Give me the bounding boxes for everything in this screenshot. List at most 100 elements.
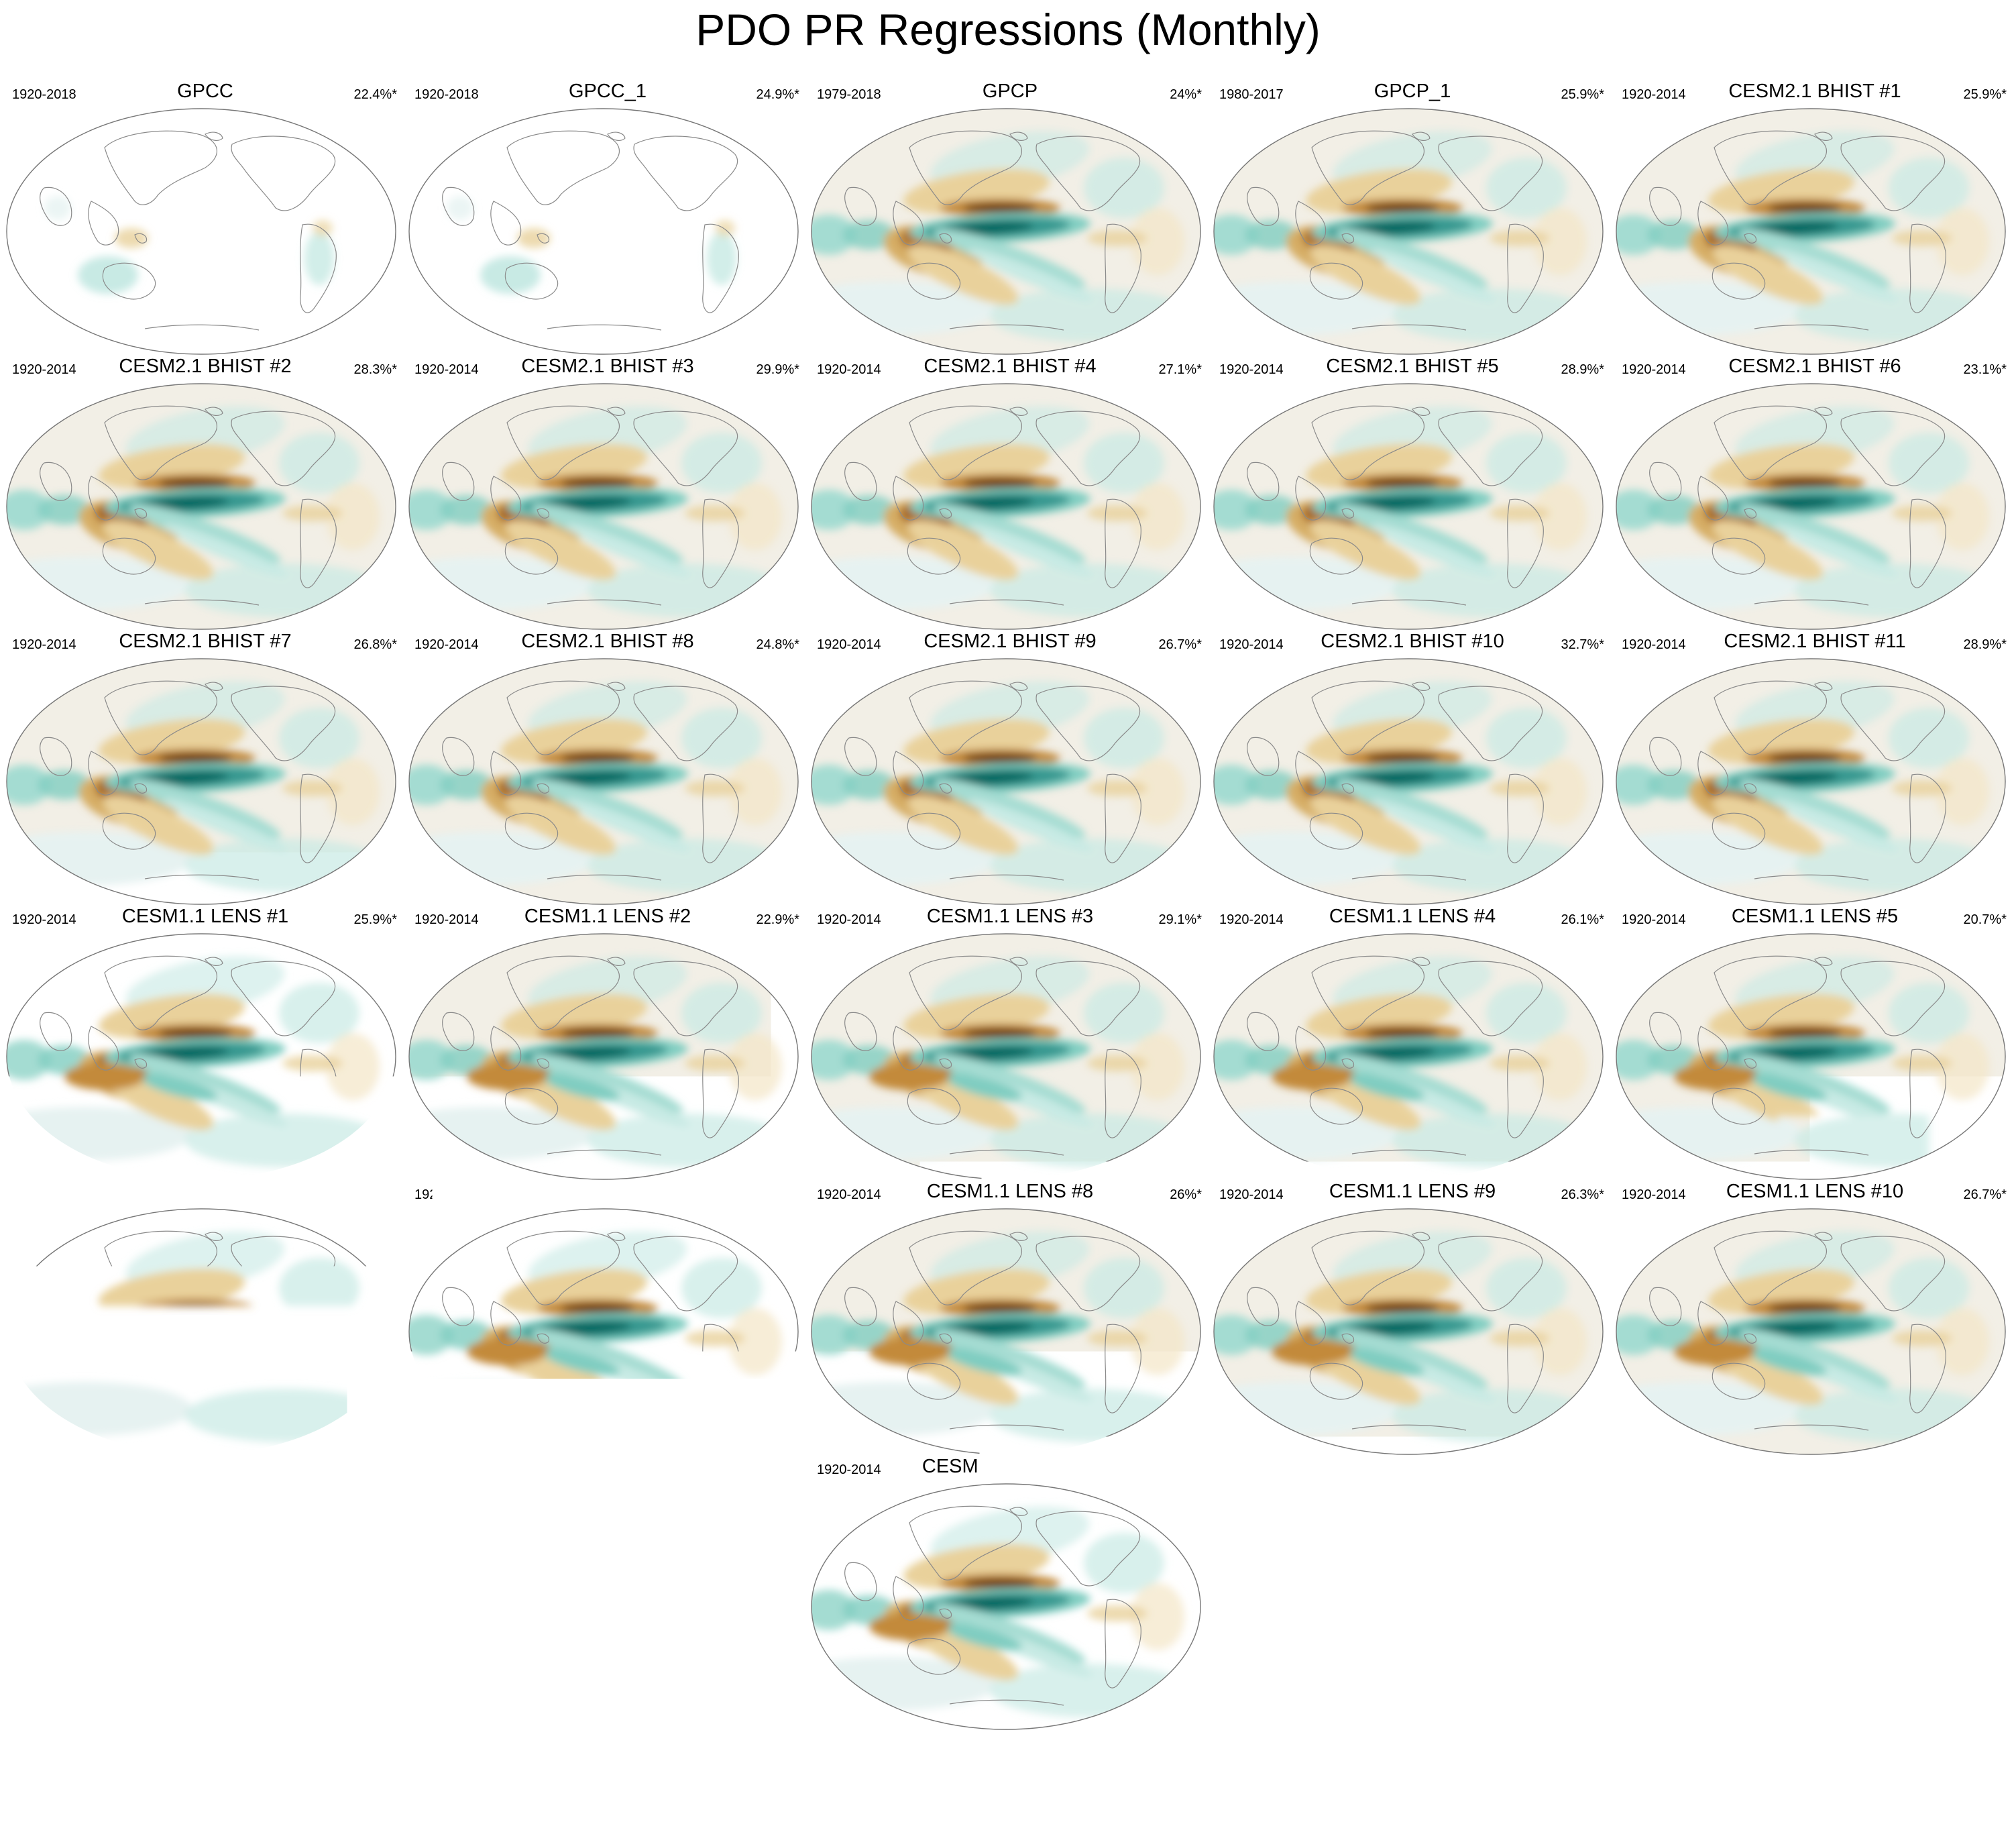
panel-years: 1979-2018 <box>817 87 881 103</box>
anomaly-blob <box>1795 288 1996 342</box>
anomaly-blob <box>963 753 1037 763</box>
regression-map <box>809 382 1203 631</box>
anomaly-blob <box>963 203 1037 213</box>
map-panel: GPCP 1979-2018 24%* <box>809 81 1211 356</box>
panel-variance-percent: 22.9%* <box>757 912 800 928</box>
anomaly-blob <box>561 1028 634 1038</box>
panel-years: 1920-2014 <box>1622 362 1686 378</box>
panel-years: 1920-2018 <box>12 87 76 103</box>
colorbar-swatch <box>1154 1754 1212 1784</box>
anomaly-blob <box>1392 288 1593 342</box>
colorbar-swatch <box>1211 1754 1270 1784</box>
regression-map <box>406 657 801 906</box>
anomaly-blob <box>587 564 789 617</box>
panel-years: 1920-2014 <box>1622 1187 1686 1203</box>
anomaly-blob <box>1365 203 1439 213</box>
anomaly-blob <box>561 753 634 763</box>
panel-variance-percent: 22.4%* <box>354 87 398 103</box>
panel-years: 1920-2014 <box>414 637 479 653</box>
panel-variance-percent: 23.5%* <box>1159 1462 1202 1478</box>
anomaly-blob <box>1768 203 1842 213</box>
regression-map <box>809 107 1203 356</box>
map-background <box>409 109 798 354</box>
anomaly-blob <box>990 1389 1191 1442</box>
map-panel: CESM1.1 LENS #1 1920-2014 25.9%* <box>4 906 406 1181</box>
panel-years: 1920-2014 <box>817 637 881 653</box>
colorbar-swatch <box>922 1754 981 1784</box>
map-panel: CESM2.1 BHIST #3 1920-2014 29.9%* <box>406 356 809 631</box>
anomaly-blob <box>1768 478 1842 488</box>
panel-variance-percent: 26%* <box>1170 1187 1202 1203</box>
anomaly-blob <box>963 1578 1037 1589</box>
regression-map <box>1614 932 2008 1181</box>
colorbar-swatch <box>1269 1754 1327 1784</box>
panel-years: 1920-2014 <box>12 912 76 928</box>
map-background <box>7 109 396 354</box>
map-panel: CESM2.1 BHIST #2 1920-2014 28.3%* <box>4 356 406 631</box>
anomaly-blob <box>1365 1303 1439 1313</box>
colorbar-swatch <box>1095 1754 1154 1784</box>
colorbar-swatch <box>1443 1754 1501 1784</box>
panel-variance-percent: 26.8%* <box>354 637 398 653</box>
colorbar-tick-label: 0.25 <box>1064 1787 1127 1824</box>
panel-variance-percent: 28.9%* <box>1964 637 2007 653</box>
anomaly-blob <box>869 1063 950 1090</box>
colorbar-tick-label: 0.75 <box>1180 1787 1242 1824</box>
regression-map <box>809 1483 1203 1731</box>
anomaly-blob <box>1392 1389 1593 1442</box>
panel-variance-percent: 26.7%* <box>1159 637 1202 653</box>
anomaly-blob <box>447 196 473 220</box>
anomaly-blob <box>963 478 1037 488</box>
colorbar-swatch <box>864 1754 922 1784</box>
map-panel: CESM1.1 LENS #9 1920-2014 26.3%* <box>1211 1181 1614 1456</box>
regression-map <box>4 1208 398 1456</box>
panel-years: 1920-2014 <box>1219 637 1284 653</box>
anomaly-blob <box>1365 478 1439 488</box>
anomaly-blob <box>1272 1338 1352 1365</box>
panel-years: 1920-2014 <box>1622 912 1686 928</box>
anomaly-blob <box>185 1389 386 1442</box>
regression-map <box>4 382 398 631</box>
map-panel: CESM2.1 BHIST #10 1920-2014 32.7%* <box>1211 631 1614 906</box>
map-panel: CESM1.1 LENS #2 1920-2014 22.9%* <box>406 906 809 1181</box>
anomaly-blob <box>304 231 334 285</box>
colorbar-tick-label: -2 <box>676 1787 705 1824</box>
map-panel: CESM2.1 BHIST #6 1920-2014 23.1%* <box>1614 356 2016 631</box>
panel-years: 1920-2018 <box>414 87 479 103</box>
colorbar-labels: -4 -2 -0.75 -0.25 0 0.25 0.75 2 4 <box>0 1787 2016 1823</box>
panel-variance-percent: 28.3%* <box>354 362 398 378</box>
colorbar-swatch <box>517 1754 575 1784</box>
anomaly-blob <box>707 231 736 285</box>
panel-years: 1920-2014 <box>1219 362 1284 378</box>
panel-variance-percent: 26.1%* <box>1561 912 1605 928</box>
anomaly-blob <box>158 1303 232 1313</box>
anomaly-blob <box>1272 1063 1352 1090</box>
map-panel: CESM2.1 BHIST #1 1920-2014 25.9%* <box>1614 81 2016 356</box>
anomaly-blob <box>1392 1114 1593 1167</box>
anomaly-blob <box>715 220 735 236</box>
colorbar-swatch <box>459 1754 518 1784</box>
regression-map <box>1614 657 2008 906</box>
anomaly-blob <box>963 1303 1037 1313</box>
panel-years: 1920-2014 <box>817 362 881 378</box>
regression-map <box>809 657 1203 906</box>
anomaly-blob <box>1674 1338 1754 1365</box>
anomaly-blob <box>963 1028 1037 1038</box>
anomaly-blob <box>990 564 1191 617</box>
regression-map <box>406 107 801 356</box>
panel-variance-percent: 29.9%* <box>757 362 800 378</box>
anomaly-blob <box>1795 1114 1996 1167</box>
map-panel: CESM1.1 LENS #11 1920-2014 23.5%* <box>809 1456 1211 1731</box>
anomaly-blob <box>869 1613 950 1640</box>
panel-variance-percent: 32.7%* <box>1561 637 1605 653</box>
map-panel: CESM2.1 BHIST #11 1920-2014 28.9%* <box>1614 631 2016 906</box>
map-panel: CESM1.1 LENS #3 1920-2014 29.1%* <box>809 906 1211 1181</box>
panel-years: 1920-2014 <box>817 912 881 928</box>
anomaly-blob <box>185 839 386 892</box>
anomaly-blob <box>990 1664 1191 1717</box>
anomaly-blob <box>1365 1028 1439 1038</box>
map-panel: CESM1.1 LENS #7 1920-2014 27.6%* <box>406 1181 809 1456</box>
regression-map <box>1211 107 1606 356</box>
anomaly-blob <box>1795 1389 1996 1442</box>
colorbar-swatch <box>806 1754 864 1784</box>
